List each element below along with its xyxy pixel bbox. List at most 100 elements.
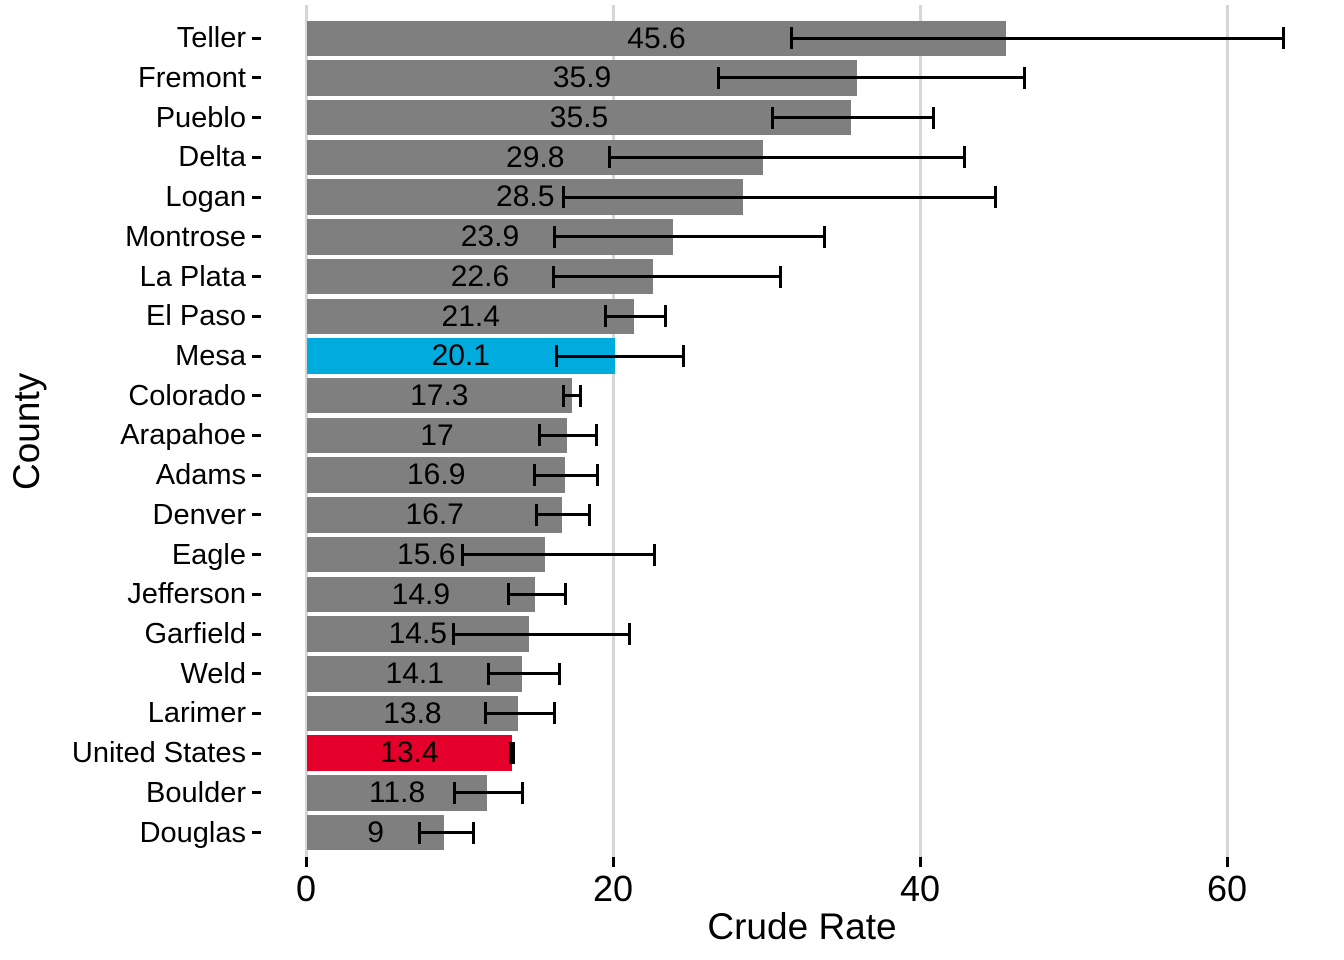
y-axis-category-label: Boulder bbox=[146, 776, 246, 809]
error-bar-line bbox=[554, 235, 825, 239]
y-axis-tick bbox=[252, 632, 261, 636]
bar-value-label: 45.6 bbox=[627, 21, 686, 55]
error-bar-cap-low bbox=[533, 464, 537, 487]
error-bar-cap-low bbox=[603, 305, 607, 328]
x-axis-tick-label: 0 bbox=[295, 868, 317, 909]
error-bar-cap-low bbox=[534, 503, 538, 526]
error-bar-line bbox=[605, 314, 666, 318]
error-bar-cap-low bbox=[507, 583, 511, 606]
error-bar-cap-high bbox=[563, 583, 567, 606]
x-axis-tick bbox=[1225, 857, 1229, 867]
bar-value-label: 20.1 bbox=[431, 339, 490, 373]
bar bbox=[307, 735, 512, 771]
error-bar-line bbox=[485, 711, 555, 715]
y-axis-category-label: Eagle bbox=[171, 538, 246, 571]
error-bar-cap-high bbox=[963, 146, 966, 169]
bar-value-label: 29.8 bbox=[506, 140, 565, 174]
error-bar-line bbox=[510, 751, 514, 755]
error-bar-cap-low bbox=[717, 66, 721, 89]
bar-value-label: 17 bbox=[420, 418, 454, 452]
y-axis-tick bbox=[252, 751, 261, 755]
error-bar-line bbox=[453, 632, 630, 636]
y-axis-category-label: Logan bbox=[165, 181, 246, 214]
x-axis-tick-label: 60 bbox=[1206, 868, 1248, 909]
error-bar-cap-high bbox=[520, 781, 524, 804]
error-bar-line bbox=[772, 116, 934, 120]
bar-value-label: 35.5 bbox=[549, 100, 609, 134]
y-axis-category-label: Weld bbox=[180, 657, 246, 690]
y-axis-category-label: Fremont bbox=[138, 61, 246, 94]
bar-value-label: 23.9 bbox=[460, 220, 520, 254]
error-bar-line bbox=[454, 791, 523, 795]
bar bbox=[307, 656, 523, 692]
error-bar-cap-high bbox=[993, 186, 997, 209]
error-bar-cap-high bbox=[682, 345, 686, 367]
error-bar-cap-high bbox=[579, 384, 583, 407]
y-axis-category-label: Denver bbox=[152, 498, 247, 531]
error-bar-cap-low bbox=[553, 225, 557, 248]
error-bar-line bbox=[563, 394, 581, 398]
major-gridline bbox=[918, 5, 922, 857]
error-bar-cap-low bbox=[537, 424, 541, 447]
bar-value-label: 14.1 bbox=[385, 657, 444, 691]
error-bar-line bbox=[718, 76, 1025, 80]
y-axis-tick bbox=[252, 672, 261, 676]
y-axis-category-label: El Paso bbox=[146, 300, 246, 333]
bar-value-label: 28.5 bbox=[496, 180, 555, 214]
x-axis-tick-label: 40 bbox=[899, 868, 941, 909]
y-axis-tick bbox=[252, 513, 261, 517]
y-axis-category-label: Mesa bbox=[175, 340, 246, 372]
error-bar-cap-high bbox=[1022, 66, 1026, 89]
bar-value-label: 13.4 bbox=[380, 736, 439, 770]
bar-value-label: 35.9 bbox=[552, 61, 612, 95]
y-axis-tick bbox=[252, 791, 261, 795]
error-bar-cap-high bbox=[553, 702, 557, 725]
bar bbox=[307, 417, 567, 454]
bar-value-label: 22.6 bbox=[450, 259, 510, 293]
y-axis-category-label: Montrose bbox=[125, 220, 246, 253]
error-bar-cap-low bbox=[418, 821, 422, 844]
y-axis-tick bbox=[252, 831, 261, 835]
error-bar-cap-low bbox=[771, 106, 775, 129]
error-bar-cap-low bbox=[562, 186, 566, 209]
bar-value-label: 13.8 bbox=[383, 696, 442, 730]
y-axis-category-label: Delta bbox=[178, 141, 246, 174]
y-axis-tick bbox=[252, 433, 261, 437]
bar bbox=[307, 497, 563, 533]
y-axis-tick bbox=[252, 195, 261, 199]
bar-value-label: 16.7 bbox=[405, 498, 464, 532]
error-bar-line bbox=[488, 672, 560, 676]
y-axis-category-label: Douglas bbox=[139, 816, 246, 849]
error-bar-cap-high bbox=[652, 543, 656, 566]
error-bar-line bbox=[534, 473, 598, 477]
error-bar-cap-high bbox=[588, 503, 592, 526]
error-bar-cap-low bbox=[453, 781, 457, 804]
error-bar-cap-low bbox=[461, 543, 465, 566]
major-gridline bbox=[304, 5, 308, 857]
bar-value-label: 14.9 bbox=[391, 577, 451, 611]
error-bar-cap-low bbox=[608, 146, 612, 169]
x-axis-tick-label: 20 bbox=[592, 868, 634, 909]
y-axis-category-label: Pueblo bbox=[155, 101, 246, 134]
y-axis-tick bbox=[252, 76, 261, 80]
x-axis-title: Crude Rate bbox=[707, 906, 897, 947]
x-axis-tick bbox=[918, 857, 922, 867]
bar-value-label: 17.3 bbox=[410, 378, 469, 412]
bar bbox=[307, 298, 635, 335]
x-axis-tick bbox=[304, 857, 308, 867]
error-bar-cap-low bbox=[451, 623, 455, 646]
error-bar-line bbox=[539, 433, 597, 437]
error-bar-cap-low bbox=[789, 27, 793, 50]
bar bbox=[307, 695, 518, 732]
y-axis-tick bbox=[252, 592, 261, 596]
y-axis-tick bbox=[252, 354, 261, 358]
y-axis-tick bbox=[252, 36, 261, 40]
error-bar-cap-high bbox=[557, 662, 561, 685]
error-bar-cap-high bbox=[511, 742, 515, 765]
y-axis-category-label: La Plata bbox=[139, 260, 246, 293]
bar bbox=[307, 377, 572, 414]
error-bar-cap-high bbox=[778, 265, 782, 288]
error-bar-cap-high bbox=[823, 225, 827, 248]
